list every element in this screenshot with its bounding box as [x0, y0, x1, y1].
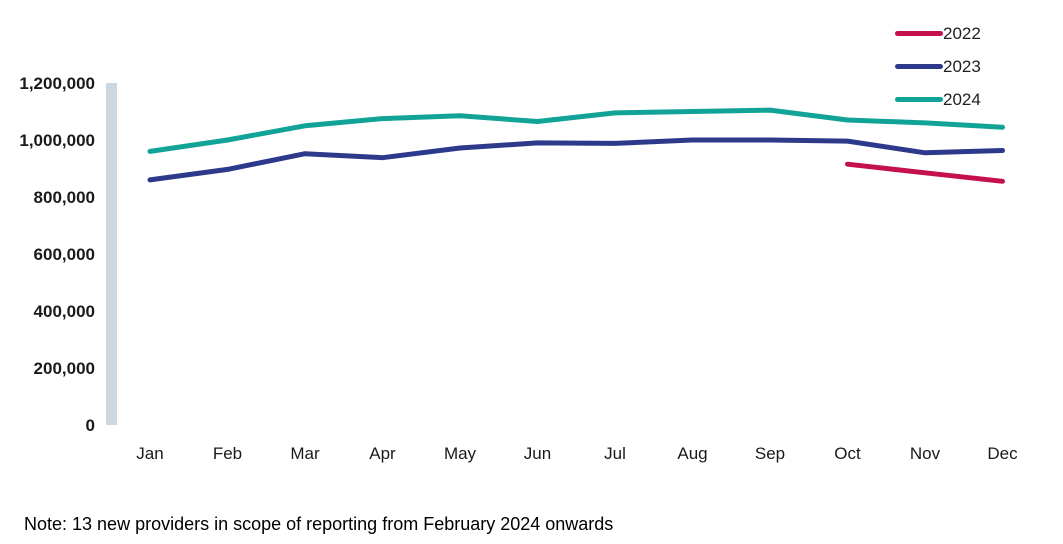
- legend-swatch-2022-icon: [895, 31, 943, 36]
- x-tick-label: Apr: [369, 444, 396, 463]
- legend-label-2023: 2023: [943, 57, 981, 76]
- x-tick-label: Feb: [213, 444, 242, 463]
- series-line-2024: [147, 107, 1005, 154]
- x-tick-label: Mar: [290, 444, 320, 463]
- y-tick-label: 400,000: [34, 302, 95, 321]
- series-line-2022: [845, 161, 1005, 184]
- series-line-2023: [147, 137, 1005, 183]
- x-tick-label: Jan: [136, 444, 163, 463]
- y-tick-label: 600,000: [34, 245, 95, 264]
- x-tick-label: Nov: [910, 444, 941, 463]
- x-tick-label: Aug: [677, 444, 707, 463]
- y-tick-label: 1,000,000: [19, 131, 95, 150]
- legend-swatch-2023-icon: [895, 64, 943, 69]
- legend-item-2023: 2023: [895, 50, 981, 83]
- legend-label-2024: 2024: [943, 90, 981, 109]
- x-tick-label: Oct: [834, 444, 861, 463]
- x-tick-label: Jun: [524, 444, 551, 463]
- legend-item-2022: 2022: [895, 17, 981, 50]
- chart-note: Note: 13 new providers in scope of repor…: [24, 514, 614, 534]
- chart-legend: 2022 2023 2024: [895, 17, 981, 116]
- line-chart: 0 200,000 400,000 600,000 800,000 1,000,000 1,…: [19, 74, 1018, 463]
- y-axis-bar: [106, 83, 117, 425]
- x-tick-label: May: [444, 444, 477, 463]
- y-tick-label: 1,200,000: [19, 74, 95, 93]
- y-tick-label: 800,000: [34, 188, 95, 207]
- y-tick-label: 0: [86, 416, 95, 435]
- legend-item-2024: 2024: [895, 83, 981, 116]
- legend-label-2022: 2022: [943, 24, 981, 43]
- x-tick-label: Jul: [604, 444, 626, 463]
- legend-swatch-2024-icon: [895, 97, 943, 102]
- y-tick-label: 200,000: [34, 359, 95, 378]
- x-tick-label: Sep: [755, 444, 785, 463]
- x-tick-label: Dec: [987, 444, 1018, 463]
